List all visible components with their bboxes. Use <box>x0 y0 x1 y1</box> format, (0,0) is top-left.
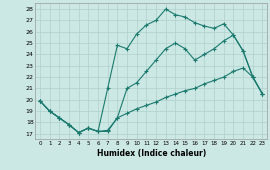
X-axis label: Humidex (Indice chaleur): Humidex (Indice chaleur) <box>97 149 206 158</box>
